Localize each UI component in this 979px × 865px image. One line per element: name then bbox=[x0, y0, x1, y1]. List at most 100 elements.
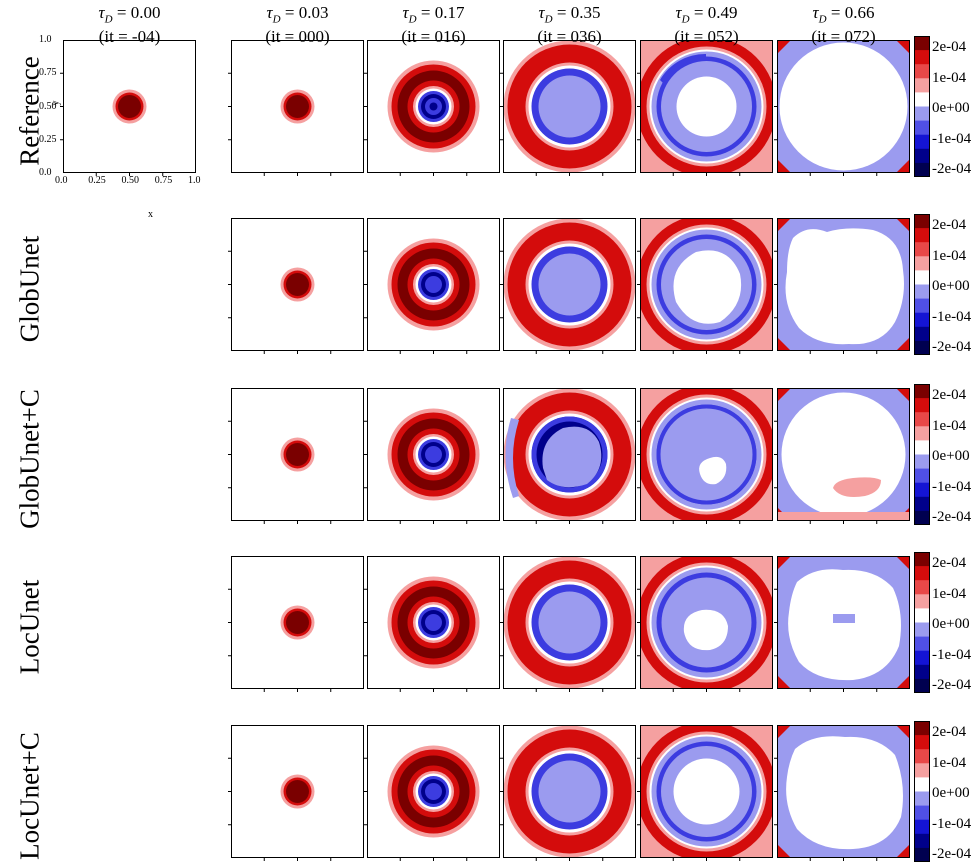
colorbar-segment bbox=[914, 214, 930, 229]
panel-frame bbox=[777, 40, 910, 173]
contour-band bbox=[781, 392, 906, 517]
colorbar-tick-label: -1e-04 bbox=[932, 815, 972, 832]
colorbar-segment bbox=[914, 678, 930, 693]
panel-0-4 bbox=[637, 40, 773, 176]
corner-band bbox=[896, 337, 910, 351]
colorbar-4 bbox=[914, 721, 930, 862]
colorbar-segment bbox=[914, 64, 930, 79]
center-patch bbox=[833, 614, 855, 623]
x-axis-label: x bbox=[148, 209, 153, 220]
tau-label: τD = 0.66 bbox=[812, 3, 875, 26]
colorbar-tick-label: 1e-04 bbox=[932, 417, 967, 434]
colorbar-tick-label: 0e+00 bbox=[932, 448, 970, 464]
colorbar-tick-label: 0e+00 bbox=[932, 100, 970, 116]
panel-3-4 bbox=[637, 556, 773, 692]
panel-content bbox=[367, 218, 500, 351]
colorbar-segment bbox=[914, 256, 930, 271]
colorbar-tick-label: -1e-04 bbox=[932, 130, 972, 147]
contour-band bbox=[538, 253, 601, 316]
tau-label: τD = 0.17 bbox=[402, 3, 465, 26]
panel-content bbox=[503, 40, 636, 173]
colorbar-segment bbox=[914, 440, 930, 455]
panel-2-3 bbox=[500, 388, 636, 524]
contour-band bbox=[286, 443, 309, 466]
positive-patch bbox=[833, 477, 881, 497]
colorbar-segment bbox=[914, 384, 930, 399]
panel-1-3 bbox=[500, 218, 636, 354]
panel-content bbox=[503, 388, 636, 521]
panel-4-5 bbox=[774, 725, 910, 861]
colorbar-segment bbox=[914, 270, 930, 285]
colorbar-segment bbox=[914, 580, 930, 595]
x-tick-label: 0.25 bbox=[88, 175, 106, 186]
x-tick-label: 1.0 bbox=[188, 175, 201, 186]
panel-content bbox=[777, 556, 910, 689]
panel-frame bbox=[777, 556, 910, 689]
panel-content bbox=[231, 388, 364, 521]
corner-band bbox=[896, 725, 910, 739]
row-label-globunet-plusc: GlobUnet+C bbox=[14, 388, 45, 529]
tau-symbol: τ bbox=[812, 3, 819, 22]
corner-band bbox=[777, 844, 791, 858]
contour-band bbox=[429, 450, 438, 459]
panel-frame bbox=[231, 40, 364, 173]
inner-hole bbox=[786, 736, 903, 850]
iteration-label: (it = 052) bbox=[674, 27, 739, 47]
panel-content bbox=[777, 725, 910, 858]
panel-content bbox=[63, 40, 196, 173]
corner-band bbox=[896, 388, 910, 402]
colorbar-2 bbox=[914, 384, 930, 525]
panel-content bbox=[640, 725, 773, 858]
tau-symbol: τ bbox=[266, 3, 273, 22]
contour-band bbox=[779, 42, 908, 171]
panel-3-1 bbox=[228, 556, 364, 692]
contour-band bbox=[286, 273, 309, 296]
contour-band bbox=[429, 787, 438, 796]
panel-frame bbox=[231, 556, 364, 689]
colorbar-segment bbox=[914, 92, 930, 107]
panel-frame bbox=[777, 388, 910, 521]
colorbar-segment bbox=[914, 106, 930, 122]
tau-subscript: D bbox=[408, 13, 417, 26]
row-label-locunet: LocUnet bbox=[14, 579, 45, 674]
colorbar-tick-label: 0e+00 bbox=[932, 616, 970, 632]
corner-band bbox=[896, 40, 910, 54]
panel-2-4 bbox=[637, 388, 773, 524]
panel-frame bbox=[503, 218, 636, 351]
corner-band bbox=[777, 556, 791, 570]
colorbar-segment bbox=[914, 566, 930, 581]
panel-4-1 bbox=[228, 725, 364, 861]
panel-content bbox=[777, 40, 910, 173]
tau-symbol: τ bbox=[538, 3, 545, 22]
colorbar-frame bbox=[914, 721, 930, 862]
tau-subscript: D bbox=[272, 13, 281, 26]
panel-content bbox=[367, 725, 500, 858]
panel-frame bbox=[640, 725, 773, 858]
panel-frame bbox=[367, 218, 500, 351]
colorbar-segment bbox=[914, 664, 930, 680]
panel-content bbox=[503, 556, 636, 689]
panel-frame bbox=[777, 218, 910, 351]
panel-frame bbox=[367, 556, 500, 689]
panel-frame bbox=[367, 725, 500, 858]
panel-3-2 bbox=[364, 556, 500, 692]
x-tick-label: 0.50 bbox=[121, 175, 140, 186]
colorbar-segment bbox=[914, 312, 930, 328]
contour-band bbox=[429, 618, 438, 627]
panel-frame bbox=[640, 556, 773, 689]
panel-frame bbox=[503, 388, 636, 521]
panel-content bbox=[640, 218, 773, 351]
panel-content bbox=[503, 725, 636, 858]
colorbar-segment bbox=[914, 242, 930, 257]
panel-frame bbox=[231, 725, 364, 858]
colorbar-tick-label: -2e-04 bbox=[932, 161, 972, 177]
corner-band bbox=[777, 725, 791, 739]
corner-band bbox=[777, 159, 791, 173]
tau-subscript: D bbox=[818, 13, 827, 26]
colorbar-tick-label: -2e-04 bbox=[932, 677, 972, 693]
panel-content bbox=[640, 40, 773, 173]
colorbar-segment bbox=[914, 650, 930, 666]
colorbar-tick-label: 2e-04 bbox=[932, 39, 967, 55]
panel-4-3 bbox=[500, 725, 636, 861]
colorbar-tick-label: 1e-04 bbox=[932, 247, 967, 264]
